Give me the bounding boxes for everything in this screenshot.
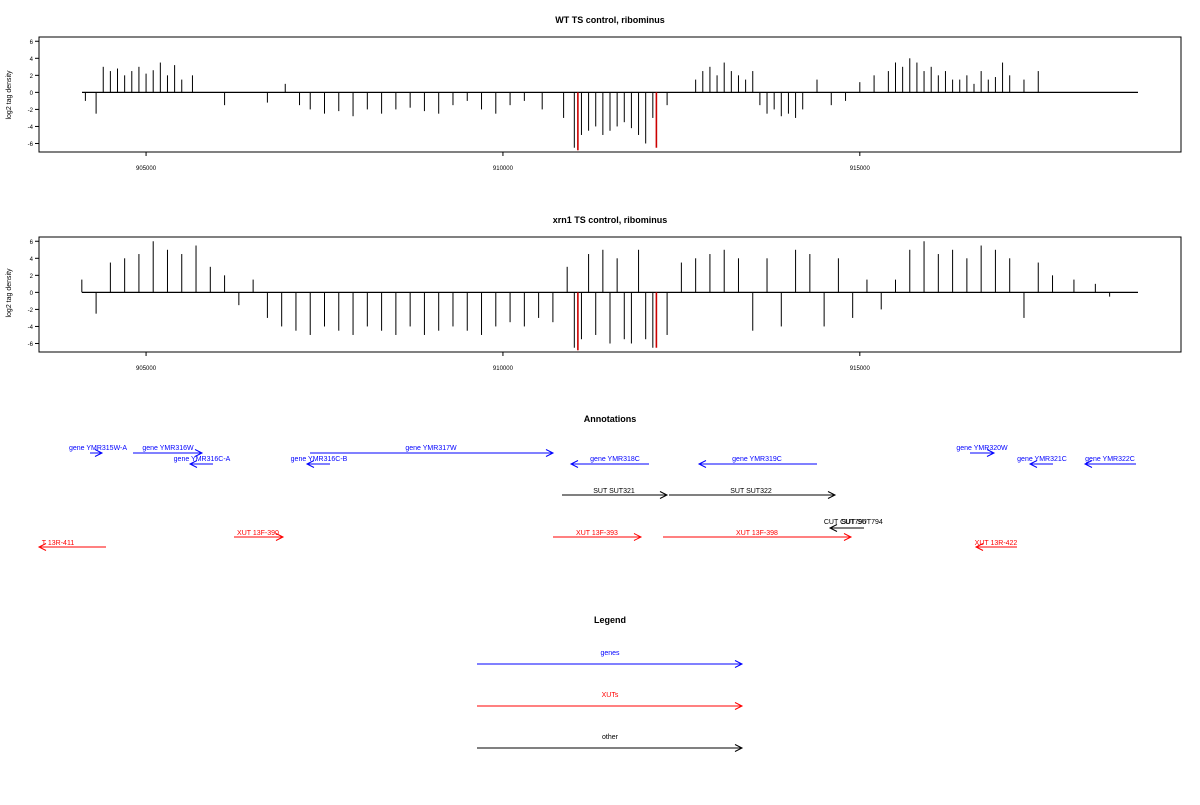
legend-item-arrowhead (734, 660, 744, 668)
xrn1-x-tick-label: 910000 (493, 366, 514, 372)
xrn1-panel-title: xrn1 TS control, ribominus (553, 215, 668, 225)
xrn1-y-tick-label: -6 (28, 342, 34, 348)
xrn1-bars (81, 241, 1138, 351)
xrn1-y-tick-label: 6 (30, 240, 34, 246)
wt-bars (82, 58, 1138, 151)
wt-ticks: 6 4 2 0 -2 -4 -6 905000 910000 915000 (28, 40, 871, 172)
other-feature-label: CUT CUT796 (824, 519, 866, 526)
legend-title: Legend (594, 615, 626, 625)
gene-feature-arrowhead (1028, 460, 1038, 468)
gene-feature-label: gene YMR316W (142, 445, 194, 452)
gene-feature-arrowhead (194, 449, 204, 457)
xut-feature-label: XUT 13F-398 (736, 530, 778, 537)
wt-x-tick-label: 910000 (493, 166, 514, 172)
xrn1-plot-frame (38, 236, 1182, 353)
gene-feature-arrowhead (1083, 460, 1093, 468)
xrn1-x-tick-label: 905000 (136, 366, 157, 372)
legend: Legend genes XUTs other (477, 615, 744, 752)
gene-feature-arrowhead (697, 460, 707, 468)
xut-feature-label: T 13R-411 (42, 540, 75, 547)
wt-panel-ylabel: log2 tag density (6, 70, 13, 120)
annotation-features: gene YMR315W-A gene YMR316W gene YMR316C-A… (37, 445, 1136, 551)
xut-feature-label: XUT 13F-390 (237, 530, 279, 537)
gene-feature-label: gene YMR320W (956, 445, 1008, 452)
wt-y-tick-label: 0 (30, 91, 34, 97)
xut-feature-label: XUT 13F-393 (576, 530, 618, 537)
xut-feature-arrowhead (843, 533, 853, 541)
xut-feature-arrowhead (275, 533, 285, 541)
gene-feature-arrowhead (305, 460, 315, 468)
gene-feature-label: gene YMR319C (732, 456, 782, 463)
gene-feature-arrowhead (986, 449, 996, 457)
other-feature-arrowhead (827, 491, 837, 499)
wt-panel: WT TS control, ribominus log2 tag densit… (6, 15, 1182, 172)
xrn1-y-tick-label: 4 (30, 257, 34, 263)
xut-feature-arrowhead (974, 543, 984, 551)
other-feature-label: SUT SUT322 (730, 488, 772, 495)
annotations-track: Annotations gene YMR315W-A gene YMR316Wge… (37, 414, 1136, 551)
xrn1-ticks: 6 4 2 0 -2 -4 -6 905000 910000 915000 (28, 240, 871, 372)
xrn1-x-tick-label: 915000 (850, 366, 871, 372)
legend-item-label: XUTs (602, 692, 619, 699)
xrn1-y-tick-label: 2 (30, 274, 34, 280)
legend-item-label: other (602, 734, 619, 741)
legend-item-arrowhead (734, 744, 744, 752)
gene-feature-label: gene YMR315W-A (69, 445, 127, 452)
xrn1-panel-ylabel: log2 tag density (6, 268, 13, 318)
gene-feature-arrowhead (94, 449, 104, 457)
gene-feature-label: gene YMR318C (590, 456, 640, 463)
gene-feature-label: gene YMR316C-B (291, 456, 348, 463)
other-feature-arrowhead (828, 524, 838, 532)
gene-feature-label: gene YMR322C (1085, 456, 1135, 463)
legend-items: genes XUTs other (477, 650, 744, 752)
legend-item-label: genes (600, 650, 620, 657)
wt-plot-frame (38, 36, 1182, 153)
xut-feature-arrowhead (37, 543, 47, 551)
wt-y-tick-label: 6 (30, 40, 34, 46)
wt-panel-title: WT TS control, ribominus (555, 15, 665, 25)
gene-feature-label: gene YMR316C-A (174, 456, 231, 463)
wt-y-tick-label: 2 (30, 74, 34, 80)
xrn1-y-tick-label: -4 (28, 325, 34, 331)
wt-x-tick-label: 915000 (850, 166, 871, 172)
legend-item-arrowhead (734, 702, 744, 710)
wt-y-tick-label: -2 (28, 108, 34, 114)
gene-feature-arrowhead (569, 460, 579, 468)
wt-x-tick-label: 905000 (136, 166, 157, 172)
xrn1-y-tick-label: 0 (30, 291, 34, 297)
other-feature-label: SUT SUT321 (593, 488, 635, 495)
xrn1-y-tick-label: -2 (28, 308, 34, 314)
gene-feature-label: gene YMR321C (1017, 456, 1067, 463)
xut-feature-label: XUT 13R-422 (975, 540, 1018, 547)
gene-feature-label: gene YMR317W (405, 445, 457, 452)
annotations-title: Annotations (584, 414, 637, 424)
wt-y-tick-label: -4 (28, 125, 34, 131)
other-feature-label: SUT SUT794 (841, 519, 883, 526)
wt-y-tick-label: 4 (30, 57, 34, 63)
wt-y-tick-label: -6 (28, 142, 34, 148)
other-feature-arrowhead (659, 491, 669, 499)
gene-feature-arrowhead (545, 449, 555, 457)
xrn1-panel: xrn1 TS control, ribominus log2 tag dens… (6, 215, 1182, 372)
gene-feature-arrowhead (188, 460, 198, 468)
xut-feature-arrowhead (633, 533, 643, 541)
